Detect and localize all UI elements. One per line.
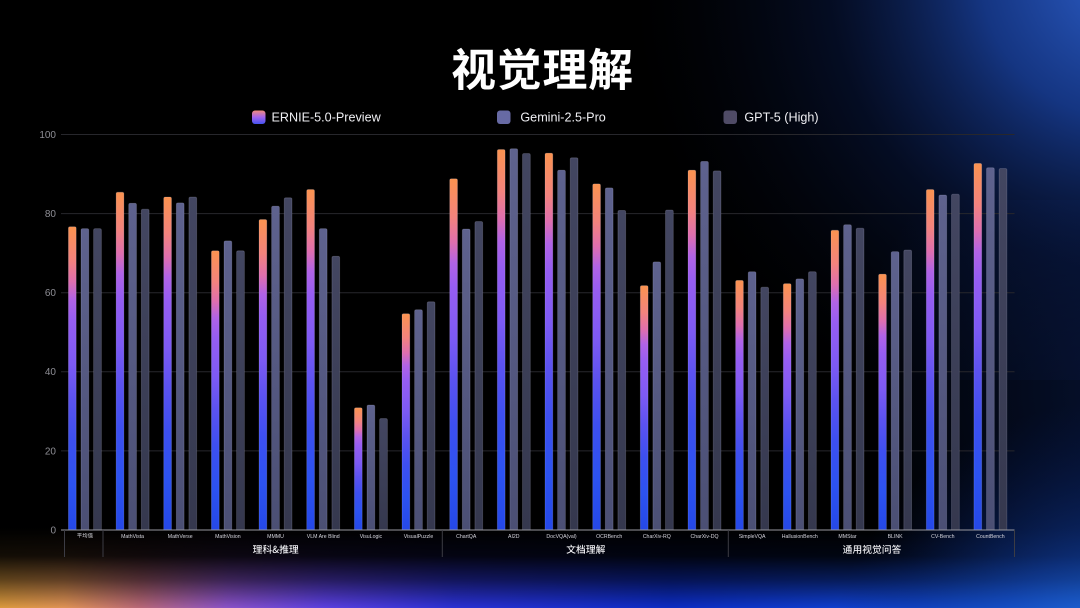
svg-text:100: 100 (39, 130, 56, 141)
svg-text:DocVQA(val): DocVQA(val) (546, 534, 577, 540)
svg-text:MMStar: MMStar (838, 534, 856, 540)
svg-text:VisuLogic: VisuLogic (360, 534, 383, 540)
svg-text:Gemini-2.5-Pro: Gemini-2.5-Pro (520, 110, 605, 124)
svg-text:BLINK: BLINK (888, 534, 904, 540)
svg-text:GPT-5 (High): GPT-5 (High) (744, 110, 818, 124)
svg-text:ERNIE-5.0-Preview: ERNIE-5.0-Preview (272, 110, 382, 124)
svg-text:60: 60 (45, 288, 57, 299)
svg-text:SimpleVQA: SimpleVQA (739, 534, 766, 540)
svg-text:80: 80 (45, 209, 57, 220)
svg-text:0: 0 (50, 525, 56, 536)
svg-text:40: 40 (45, 367, 57, 378)
svg-text:MathVerse: MathVerse (168, 534, 193, 540)
svg-text:20: 20 (45, 446, 57, 457)
svg-text:CV-Bench: CV-Bench (931, 534, 954, 540)
svg-text:MMMU: MMMU (267, 534, 284, 540)
svg-text:VLM Are Blind: VLM Are Blind (307, 534, 340, 540)
svg-text:CharXiv-RQ: CharXiv-RQ (643, 534, 671, 540)
svg-text:MathVision: MathVision (215, 534, 241, 540)
svg-text:OCRBench: OCRBench (596, 534, 622, 540)
svg-text:CountBench: CountBench (976, 534, 1005, 540)
svg-text:AI2D: AI2D (508, 534, 520, 540)
svg-text:MathVista: MathVista (121, 534, 144, 540)
svg-text:ChartQA: ChartQA (456, 534, 477, 540)
svg-text:HallusionBench: HallusionBench (782, 534, 818, 540)
svg-text:VisualPuzzle: VisualPuzzle (404, 534, 434, 540)
svg-text:CharXiv-DQ: CharXiv-DQ (691, 534, 719, 540)
